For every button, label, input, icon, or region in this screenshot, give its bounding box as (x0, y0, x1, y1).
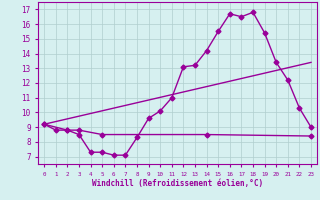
X-axis label: Windchill (Refroidissement éolien,°C): Windchill (Refroidissement éolien,°C) (92, 179, 263, 188)
